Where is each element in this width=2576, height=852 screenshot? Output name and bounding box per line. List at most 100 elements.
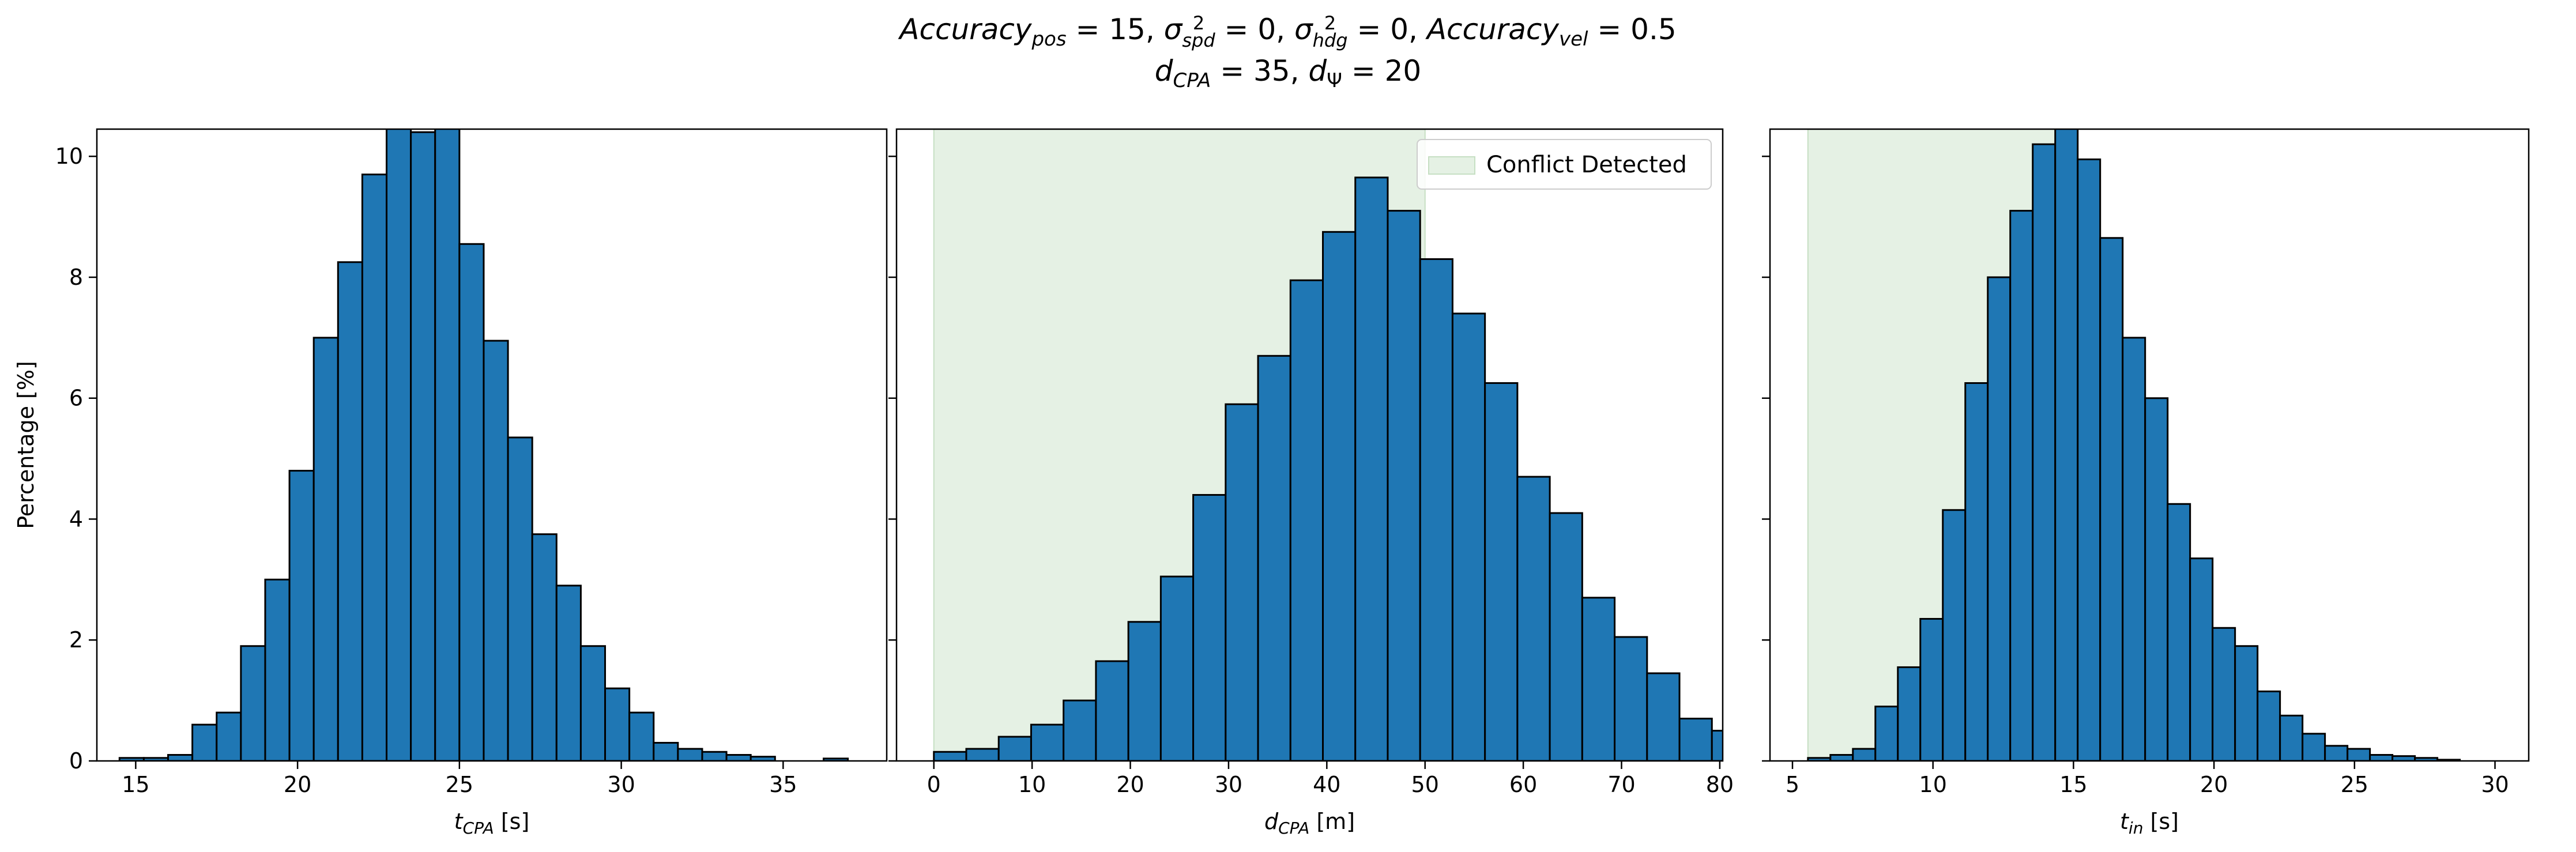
- y-tick-label: 2: [69, 627, 83, 653]
- x-tick-label: 15: [2059, 772, 2087, 797]
- x-tick-label: 10: [1018, 772, 1046, 797]
- histogram-bar: [1225, 403, 1259, 761]
- axes-frame: [1769, 128, 2530, 762]
- histogram-bar: [191, 723, 218, 761]
- histogram-bar: [1484, 382, 1519, 761]
- x-axis-label-base: d: [1264, 809, 1279, 834]
- histogram-bar: [458, 243, 485, 761]
- histogram-bar: [1581, 597, 1616, 761]
- x-axis-label: tin [s]: [2120, 809, 2179, 838]
- y-tick-label: 8: [69, 265, 83, 290]
- histogram-bar: [264, 578, 291, 761]
- title-spd-sup: 2: [1192, 12, 1205, 34]
- x-axis-label-unit: [s]: [2143, 809, 2179, 834]
- histogram-bar: [507, 436, 533, 761]
- x-tick-label: 70: [1607, 772, 1635, 797]
- title-dcpa-base: d: [1154, 54, 1173, 88]
- x-axis-label: dCPA [m]: [1264, 809, 1355, 838]
- histogram-bar: [997, 736, 1032, 761]
- title-spd-sub: spd: [1182, 29, 1215, 51]
- histogram-bar: [1289, 279, 1324, 761]
- title-spd-symbol: σ: [1163, 13, 1182, 46]
- histogram-bar: [701, 751, 728, 761]
- histogram-bar: [288, 470, 315, 761]
- title-hdg-sup: 2: [1324, 12, 1336, 34]
- histogram-bar: [555, 585, 582, 761]
- histogram-bar: [1711, 730, 1723, 761]
- y-tick-label: 10: [55, 144, 83, 169]
- histogram-panel-2: 0 10 20 30 40 50 60 70 80 dCPA [m] Conflict Detect…: [888, 128, 1776, 838]
- x-tick-label: 35: [769, 772, 797, 797]
- histogram-bar: [1646, 672, 1681, 761]
- x-axis-label-sub: CPA: [1278, 819, 1309, 838]
- title-accvel-base: Accuracy: [1426, 13, 1559, 46]
- histogram-bar: [2347, 748, 2371, 761]
- histogram-bar: [1127, 621, 1162, 761]
- histogram-bar: [2392, 755, 2416, 761]
- title-dpsi-value: = 20: [1342, 54, 1422, 88]
- histogram-panel-1: 15 20 25 30 35 0 2 4 6 8 10 tCPA [s] Percentage [%]: [13, 128, 888, 838]
- x-axis-label-base: t: [454, 809, 464, 834]
- histogram-bar: [2032, 143, 2057, 761]
- legend-swatch: [1428, 156, 1475, 175]
- histogram-bar: [1744, 749, 1776, 761]
- histogram-bar: [1322, 231, 1357, 761]
- histogram-bar: [725, 754, 752, 761]
- title-accvel-value: = 0.5: [1588, 13, 1677, 46]
- histogram-bar: [1063, 699, 1097, 761]
- histogram-bar: [2144, 397, 2169, 761]
- x-tick-label: 20: [1116, 772, 1144, 797]
- title-spd-value: = 0,: [1215, 13, 1294, 46]
- histogram-bar: [2122, 337, 2146, 761]
- histogram-bar: [410, 131, 436, 761]
- histogram-bar: [2279, 714, 2304, 761]
- histogram-bar: [823, 757, 849, 761]
- histogram-bar: [483, 340, 509, 761]
- x-tick-label: 0: [927, 772, 941, 797]
- histogram-bar: [677, 748, 703, 761]
- histogram-bar: [2234, 645, 2259, 761]
- plot-area: [933, 129, 1776, 761]
- histogram-bar: [386, 129, 412, 761]
- histogram-bar: [2009, 210, 2034, 761]
- legend-label: Conflict Detected: [1486, 152, 1687, 178]
- legend-box: [1417, 139, 1712, 190]
- histogram-bar: [2054, 129, 2079, 761]
- histogram-bar: [1614, 636, 1648, 761]
- title-hdg-value: = 0,: [1347, 13, 1427, 46]
- histogram-bar: [216, 711, 242, 761]
- histogram-bar: [2257, 690, 2281, 761]
- axes-frame: [895, 128, 1724, 762]
- x-tick-label: 80: [1706, 772, 1734, 797]
- axes-frame: [96, 128, 888, 762]
- title-dpsi-base: d: [1308, 54, 1327, 88]
- title-accpos-value: = 15,: [1066, 13, 1164, 46]
- histogram-bar: [1829, 754, 1854, 761]
- x-axis-label-unit: [s]: [494, 809, 530, 834]
- histogram-bar: [1451, 312, 1486, 761]
- histogram-bar: [337, 261, 363, 761]
- histogram-bar: [1852, 748, 1877, 761]
- x-axis-label-unit: [m]: [1309, 809, 1355, 834]
- histogram-bar: [1919, 618, 1944, 761]
- x-tick-label: 30: [607, 772, 635, 797]
- x-tick-label: 30: [1215, 772, 1242, 797]
- histogram-bar: [2369, 754, 2394, 761]
- x-tick-label: 5: [1786, 772, 1799, 797]
- x-tick-label: 10: [1919, 772, 1947, 797]
- figure-title-line-1: Accuracypos = 15, σ 2 spd = 0, σ 2 hdg = 0, …: [0, 13, 2576, 51]
- histogram-bar: [167, 754, 194, 761]
- histogram-panel-3: 5 10 15 20 25 30 tin [s]: [1762, 128, 2530, 838]
- y-tick-label: 6: [69, 386, 83, 411]
- histogram-bar: [2189, 557, 2214, 761]
- x-axis-label-sub: in: [2129, 819, 2144, 838]
- x-axis-label: tCPA [s]: [454, 809, 530, 838]
- x-tick-label: 25: [446, 772, 473, 797]
- x-tick-label: 25: [2341, 772, 2368, 797]
- title-accpos-sub: pos: [1031, 28, 1067, 51]
- histogram-bar: [361, 174, 388, 761]
- x-tick-label: 20: [2200, 772, 2228, 797]
- title-accpos-base: Accuracy: [899, 13, 1032, 46]
- x-tick-label: 60: [1509, 772, 1537, 797]
- histogram-bar: [653, 742, 679, 761]
